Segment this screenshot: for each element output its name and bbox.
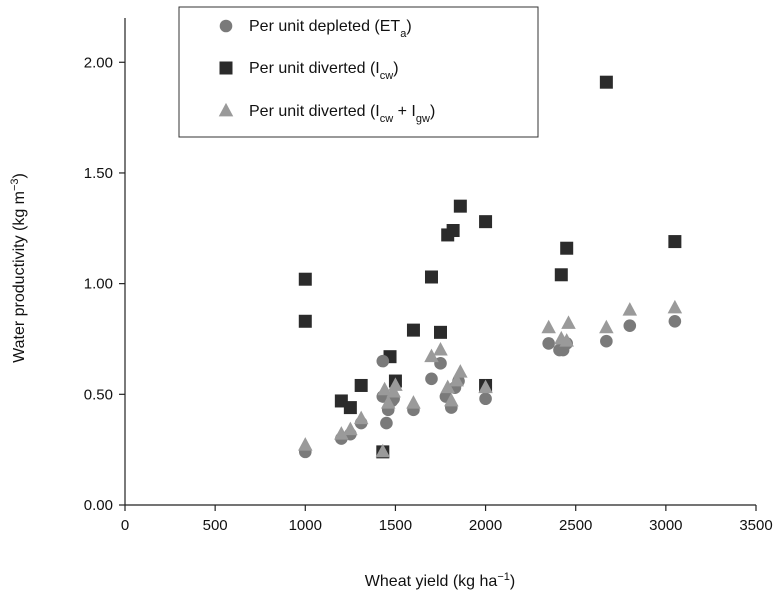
data-point [375, 443, 391, 458]
data-point [453, 199, 467, 213]
data-point [561, 315, 576, 329]
x-tick-label: 2000 [469, 517, 502, 534]
data-point [444, 392, 459, 407]
data-point [560, 241, 574, 255]
data-point [406, 323, 420, 337]
data-point [354, 378, 368, 392]
legend-label: Per unit diverted (Icw + Igw) [249, 103, 435, 125]
y-tick-label: 0.00 [84, 497, 113, 514]
data-point [622, 302, 638, 316]
y-axis-title: Water productivity (kg m−3) [9, 173, 28, 363]
legend-label: Per unit diverted (Icw) [249, 60, 399, 82]
data-point [668, 314, 682, 328]
data-point [599, 75, 613, 89]
axis-labels: Wheat yield (kg ha−1) Water productivity … [9, 173, 515, 590]
data-point [380, 416, 393, 430]
x-tick-label: 500 [203, 517, 228, 534]
data-point [298, 314, 312, 328]
axes [124, 18, 756, 506]
data-point [453, 364, 468, 378]
legend-item-depleted: Per unit depleted (ETa) [219, 18, 412, 40]
circle-marker-icon [219, 19, 233, 33]
x-tick-label: 3000 [649, 517, 682, 534]
triangle-marker-icon [218, 102, 234, 117]
data-point [434, 325, 447, 339]
y-tick-label: 2.00 [84, 54, 113, 71]
data-point [353, 410, 369, 425]
data-point [424, 348, 439, 363]
data-point [343, 421, 358, 436]
x-tick-label: 1500 [379, 517, 412, 534]
data-point [388, 377, 403, 391]
square-marker-icon [219, 61, 233, 75]
data-point [667, 299, 683, 314]
legend: Per unit depleted (ETa) Per unit diverted… [178, 6, 539, 138]
x-tick-label: 1000 [289, 517, 322, 534]
legend-item-diverted-cw-gw: Per unit diverted (Icw + Igw) [218, 102, 435, 125]
legend-label: Per unit depleted (ETa) [249, 18, 412, 40]
data-point [554, 268, 568, 282]
data-point [377, 381, 392, 396]
data-point [599, 319, 614, 334]
x-axis-title: Wheat yield (kg ha−1) [365, 571, 515, 590]
data-point [298, 272, 312, 286]
data-point [406, 395, 421, 409]
x-tick-label: 0 [121, 517, 129, 534]
data-point [541, 319, 556, 334]
legend-item-diverted-cw: Per unit diverted (Icw) [219, 60, 399, 82]
data-point [623, 319, 637, 332]
data-point [334, 426, 349, 440]
data-point [446, 224, 460, 238]
data-point [668, 235, 682, 249]
data-point [479, 215, 493, 229]
data-point [479, 392, 492, 406]
legend-box [178, 6, 539, 138]
series-diverted-cw-gw [298, 299, 683, 458]
data-point [424, 270, 438, 284]
data-point [433, 341, 448, 356]
data-point [542, 337, 555, 350]
data-point [449, 372, 464, 387]
data-point [600, 334, 613, 348]
x-axis-ticks: 0 500 1000 1500 2000 2500 3000 3500 [121, 505, 773, 534]
data-point [440, 379, 455, 394]
data-point [343, 401, 357, 415]
data-point [376, 354, 390, 368]
y-tick-label: 1.00 [84, 276, 113, 293]
data-point [559, 333, 574, 347]
data-point [478, 379, 493, 394]
data-point [298, 437, 313, 451]
y-tick-label: 0.50 [84, 386, 113, 403]
x-tick-label: 2500 [559, 517, 592, 534]
y-axis-ticks: 0.00 0.50 1.00 1.50 2.00 [84, 54, 125, 514]
x-tick-label: 3500 [739, 517, 772, 534]
y-tick-label: 1.50 [84, 165, 113, 182]
data-points [298, 75, 683, 459]
data-point [380, 395, 396, 409]
data-point [425, 372, 438, 386]
